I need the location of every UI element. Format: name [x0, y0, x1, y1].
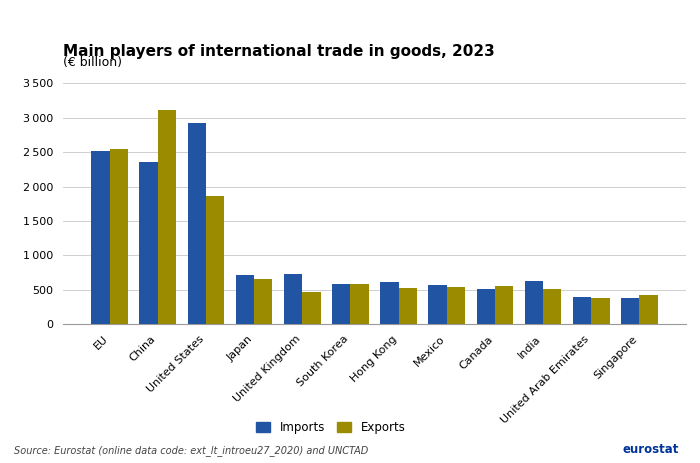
- Text: eurostat: eurostat: [622, 443, 679, 456]
- Bar: [447, 287, 465, 324]
- Bar: [332, 284, 351, 324]
- Bar: [139, 163, 158, 324]
- Bar: [236, 275, 254, 324]
- Bar: [188, 123, 206, 324]
- Bar: [254, 279, 272, 324]
- Bar: [158, 110, 176, 324]
- Bar: [621, 298, 639, 324]
- Bar: [525, 281, 543, 324]
- Bar: [110, 150, 128, 324]
- Bar: [543, 289, 561, 324]
- Bar: [380, 282, 398, 324]
- Text: Main players of international trade in goods, 2023: Main players of international trade in g…: [63, 44, 495, 58]
- Bar: [351, 284, 369, 324]
- Bar: [91, 151, 110, 324]
- Bar: [477, 289, 495, 324]
- Text: (€ billion): (€ billion): [63, 56, 122, 69]
- Bar: [428, 285, 447, 324]
- Bar: [206, 196, 224, 324]
- Bar: [639, 295, 658, 324]
- Legend: Imports, Exports: Imports, Exports: [251, 416, 410, 438]
- Bar: [284, 274, 302, 324]
- Bar: [495, 286, 513, 324]
- Text: Source: Eurostat (online data code: ext_lt_introeu27_2020) and UNCTAD: Source: Eurostat (online data code: ext_…: [14, 445, 368, 456]
- Bar: [573, 297, 591, 324]
- Bar: [302, 293, 321, 324]
- Bar: [398, 288, 417, 324]
- Bar: [592, 298, 610, 324]
